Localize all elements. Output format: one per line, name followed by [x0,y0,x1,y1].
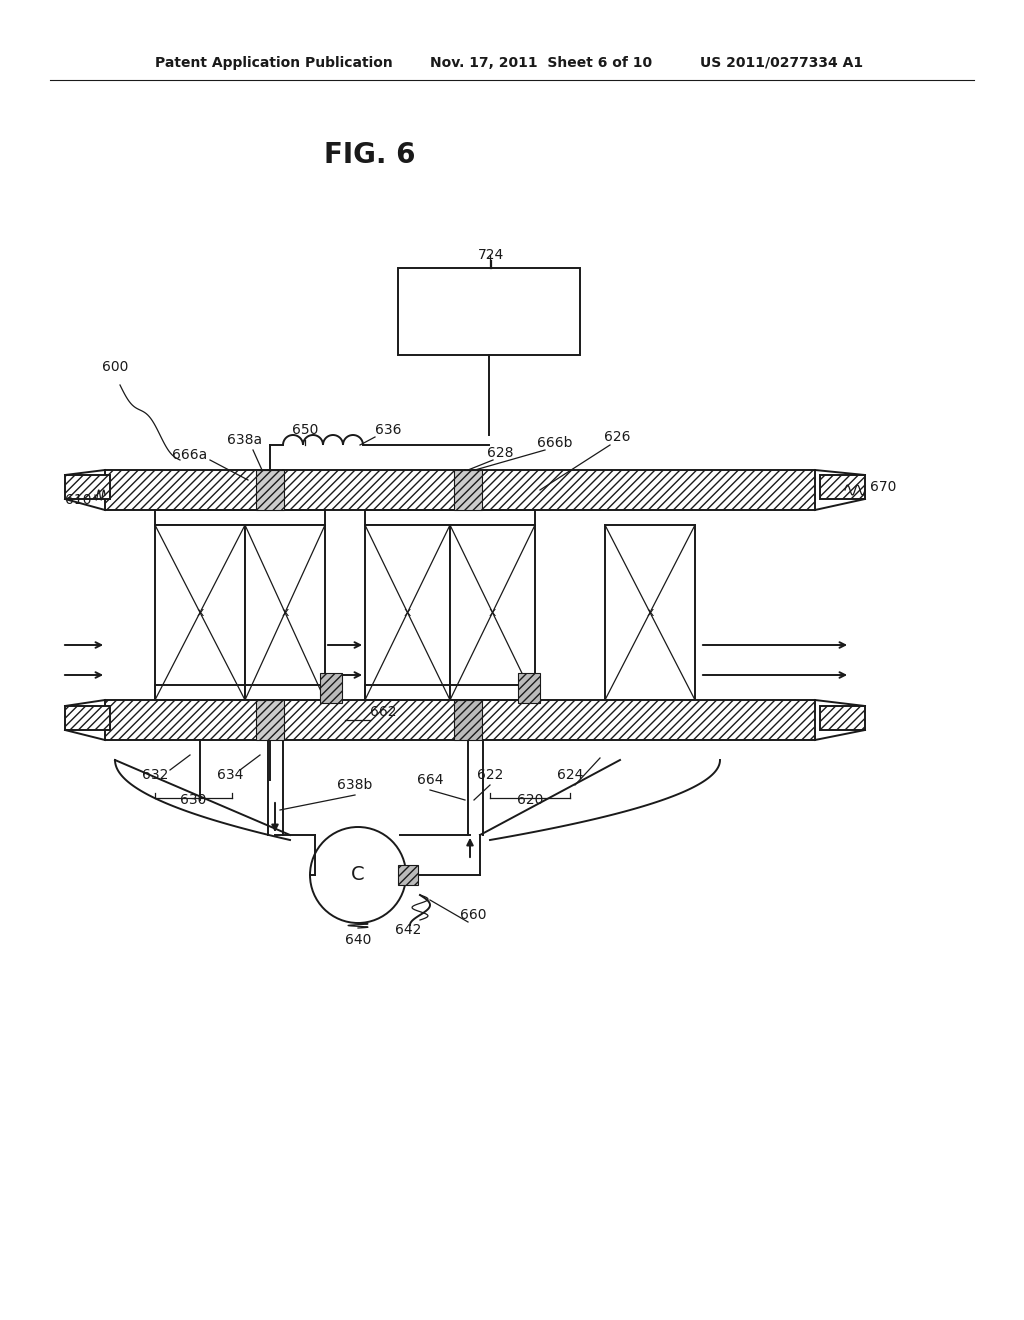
Text: Patent Application Publication: Patent Application Publication [155,55,393,70]
Text: 724: 724 [478,248,504,261]
Text: 610: 610 [66,492,92,507]
Bar [605,525,695,700]
Text: x: x [197,606,204,619]
Bar [518,673,540,704]
Bar [105,470,815,510]
Bar [319,673,342,704]
Text: 630: 630 [180,793,206,807]
Bar [820,475,865,499]
Text: 628: 628 [486,446,513,459]
Bar [245,525,325,700]
Bar [398,865,418,884]
Text: 666a: 666a [172,447,208,462]
Text: 638b: 638b [337,777,373,792]
Text: 642: 642 [395,923,421,937]
Text: 670: 670 [870,480,896,494]
Text: 632: 632 [141,768,168,781]
Text: x: x [282,606,289,619]
Bar [454,470,482,510]
Text: Nov. 17, 2011  Sheet 6 of 10: Nov. 17, 2011 Sheet 6 of 10 [430,55,652,70]
Text: FIG. 6: FIG. 6 [325,141,416,169]
Text: x: x [403,606,412,619]
Text: 600: 600 [101,360,128,374]
Bar [65,706,110,730]
Text: 620: 620 [517,793,543,807]
Bar [450,525,535,700]
Bar [105,700,815,741]
Bar [256,700,284,741]
Text: C: C [351,866,365,884]
Bar [454,700,482,741]
Text: 664: 664 [417,774,443,787]
Text: 636: 636 [375,422,401,437]
Bar [820,706,865,730]
Text: 624: 624 [557,768,584,781]
Text: 666b: 666b [538,436,572,450]
Text: 660: 660 [460,908,486,921]
Text: 638a: 638a [227,433,262,447]
Bar [65,475,110,499]
Bar [365,525,450,700]
Text: x: x [646,606,653,619]
Text: 626: 626 [604,430,630,444]
Text: 662: 662 [370,705,396,719]
Text: 634: 634 [217,768,243,781]
Text: 640: 640 [345,933,371,946]
Bar [155,525,245,700]
Text: US 2011/0277334 A1: US 2011/0277334 A1 [700,55,863,70]
Text: 622: 622 [477,768,503,781]
Text: 650: 650 [292,422,318,437]
Bar [256,470,284,510]
Text: x: x [488,606,497,619]
Bar [398,268,580,355]
